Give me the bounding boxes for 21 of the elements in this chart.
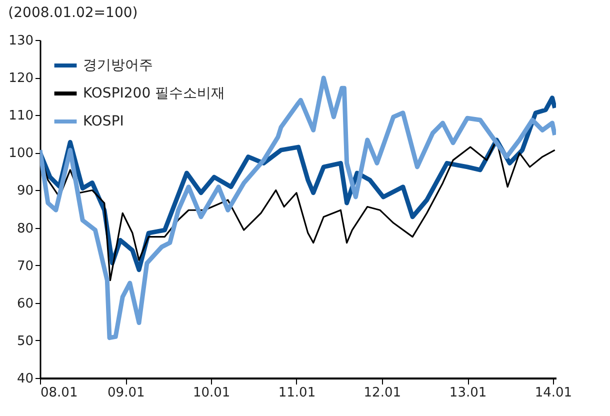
y-axis-title: (2008.01.02=100)	[8, 5, 138, 21]
x-tick-label: 08.01	[40, 386, 78, 400]
y-tick-label: 80	[16, 221, 34, 236]
x-tick-label: 14.01	[534, 386, 572, 400]
y-tick-label: 40	[16, 372, 34, 386]
y-tick-label: 100	[8, 146, 34, 162]
legend-label: KOSPI200 필수소비재	[83, 86, 226, 102]
y-tick-label: 130	[8, 34, 34, 48]
y-tick-label: 50	[16, 334, 34, 349]
x-tick-label: 13.01	[449, 386, 487, 400]
y-tick-label: 70	[16, 258, 34, 274]
y-tick-label: 120	[8, 71, 34, 86]
legend-label: 경기방어주	[83, 58, 153, 74]
y-tick-label: 110	[8, 108, 34, 124]
x-tick-label: 12.01	[364, 386, 402, 400]
y-tick-label: 90	[16, 184, 34, 199]
x-tick-label: 11.01	[278, 386, 316, 400]
legend-label: KOSPI	[83, 114, 124, 130]
x-tick-label: 10.01	[192, 386, 230, 400]
y-tick-label: 60	[16, 296, 34, 312]
x-tick-label: 09.01	[108, 386, 145, 400]
